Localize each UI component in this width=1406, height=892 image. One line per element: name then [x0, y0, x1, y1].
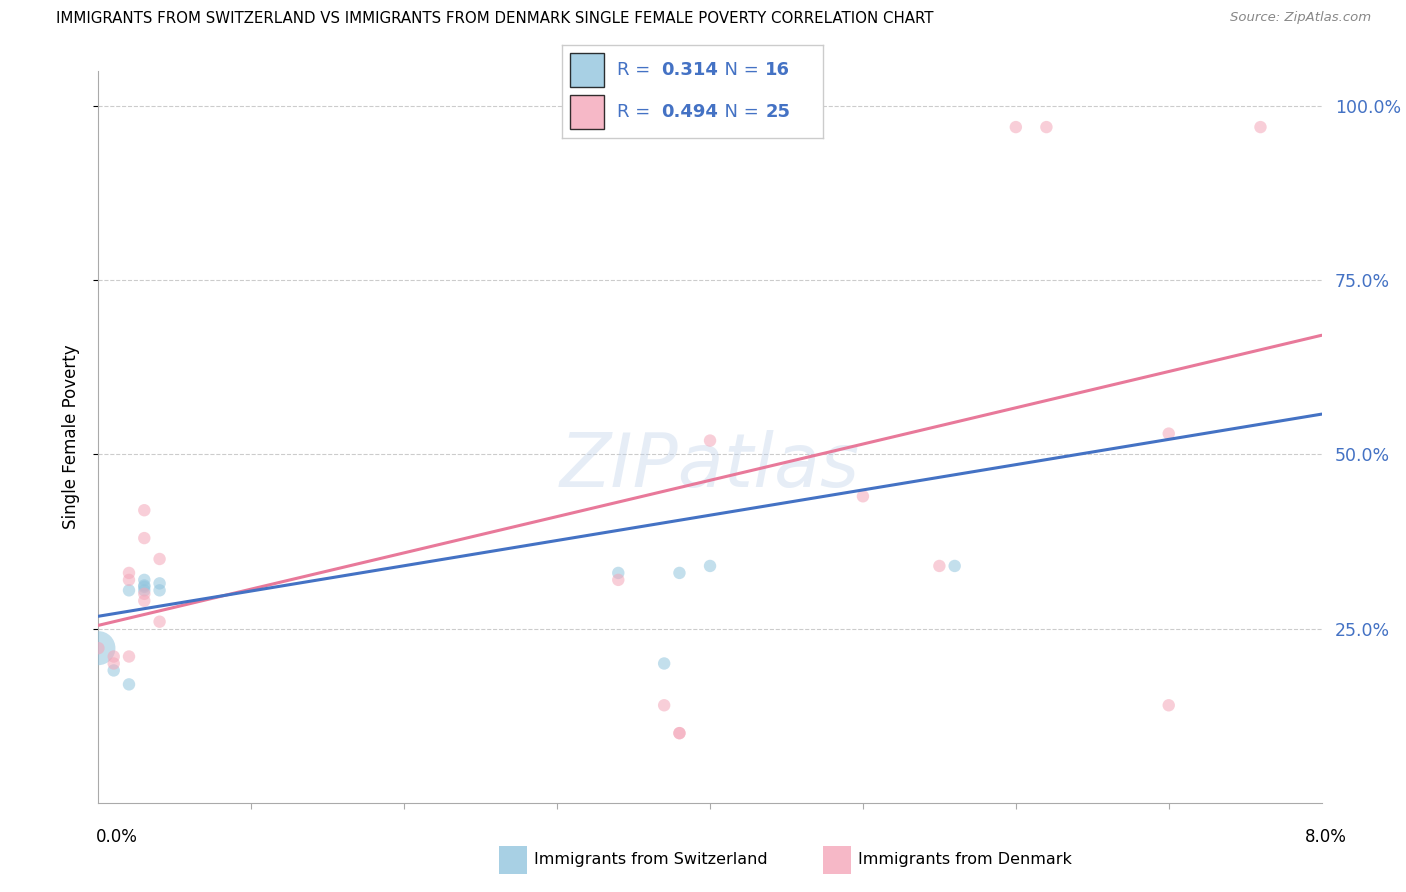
Point: [607, 566, 630, 580]
Text: 8.0%: 8.0%: [1305, 828, 1347, 846]
Point: [134, 503, 156, 517]
Y-axis label: Single Female Poverty: Single Female Poverty: [62, 345, 80, 529]
Point: [652, 698, 675, 713]
Text: N =: N =: [713, 103, 765, 121]
Point: [652, 657, 675, 671]
Text: ZIPatlas: ZIPatlas: [560, 430, 860, 502]
Point: [1157, 426, 1180, 441]
Point: [1035, 120, 1057, 134]
Text: IMMIGRANTS FROM SWITZERLAND VS IMMIGRANTS FROM DENMARK SINGLE FEMALE POVERTY COR: IMMIGRANTS FROM SWITZERLAND VS IMMIGRANT…: [56, 11, 934, 26]
Point: [928, 558, 950, 573]
Point: [87, 641, 110, 656]
Point: [87, 641, 110, 656]
Point: [134, 594, 156, 608]
FancyBboxPatch shape: [571, 95, 605, 129]
Point: [1004, 120, 1026, 134]
Point: [1249, 120, 1271, 134]
Point: [943, 558, 966, 573]
Text: R =: R =: [617, 103, 657, 121]
Text: Source: ZipAtlas.com: Source: ZipAtlas.com: [1230, 11, 1371, 24]
Point: [699, 434, 721, 448]
Point: [134, 573, 156, 587]
Text: 0.494: 0.494: [661, 103, 718, 121]
Point: [668, 726, 690, 740]
Point: [134, 583, 156, 598]
FancyBboxPatch shape: [571, 53, 605, 87]
Point: [699, 558, 721, 573]
Point: [699, 120, 721, 134]
Point: [134, 531, 156, 545]
Text: 0.314: 0.314: [661, 61, 718, 78]
Point: [149, 615, 172, 629]
Point: [103, 664, 125, 678]
Point: [149, 552, 172, 566]
Point: [103, 649, 125, 664]
Point: [134, 587, 156, 601]
Point: [699, 120, 721, 134]
Point: [118, 677, 141, 691]
Text: 0.0%: 0.0%: [96, 828, 138, 846]
Text: Immigrants from Denmark: Immigrants from Denmark: [858, 853, 1071, 867]
Text: 25: 25: [765, 103, 790, 121]
Point: [134, 580, 156, 594]
Point: [118, 583, 141, 598]
Point: [134, 578, 156, 592]
Text: Immigrants from Switzerland: Immigrants from Switzerland: [534, 853, 768, 867]
Point: [149, 583, 172, 598]
Point: [668, 566, 690, 580]
Text: 16: 16: [765, 61, 790, 78]
Point: [668, 726, 690, 740]
Point: [149, 576, 172, 591]
Text: R =: R =: [617, 61, 657, 78]
Point: [118, 649, 141, 664]
Point: [607, 573, 630, 587]
Point: [118, 566, 141, 580]
Text: N =: N =: [713, 61, 765, 78]
Point: [1157, 698, 1180, 713]
Point: [103, 657, 125, 671]
Point: [118, 573, 141, 587]
Point: [852, 489, 875, 503]
